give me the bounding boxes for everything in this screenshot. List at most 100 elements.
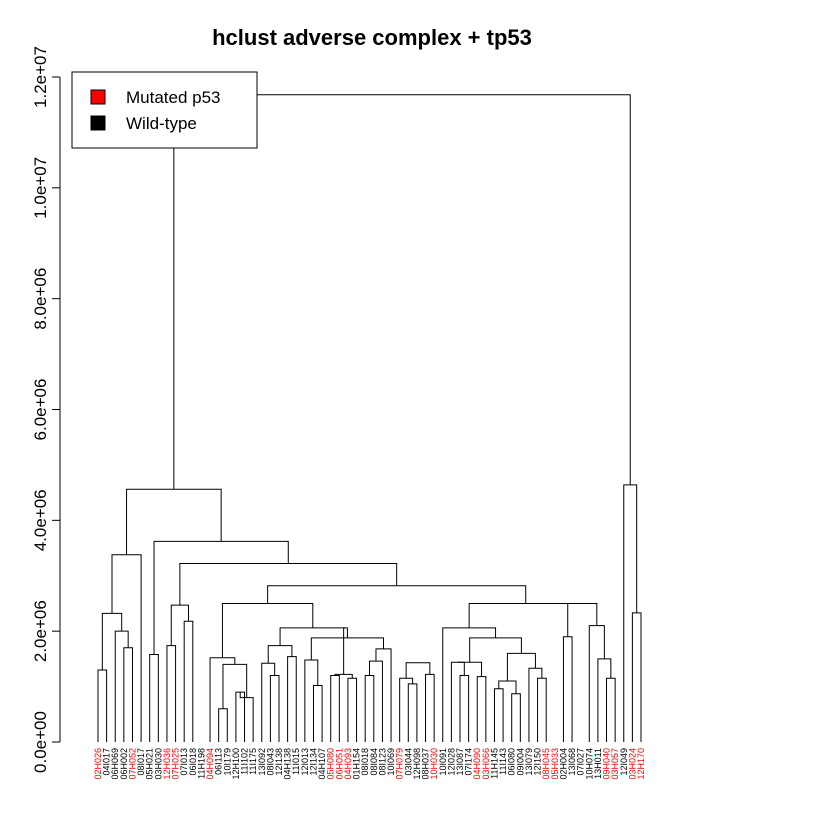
leaf-label: 04H138 (283, 748, 293, 780)
dendrogram-link (459, 675, 470, 742)
dendrogram-link (97, 669, 108, 742)
leaf-label: 03H030 (153, 748, 163, 780)
dendrogram-link (111, 554, 142, 742)
leaf-label: 07I174 (464, 748, 474, 776)
dendrogram-link (222, 663, 248, 709)
dendrogram-link (170, 604, 189, 646)
dendrogram-link (183, 620, 194, 742)
y-tick-label: 6.0e+06 (31, 379, 50, 441)
leaf-label: 13H011 (593, 748, 603, 779)
dendrogram-link (468, 602, 583, 628)
dendrogram-link (209, 657, 236, 742)
dendrogram-tree (97, 94, 642, 742)
leaf-label: 05H080 (326, 748, 336, 780)
chart-title: hclust adverse complex + tp53 (212, 25, 532, 50)
y-tick-label: 2.0e+06 (31, 600, 50, 662)
leaf-label: 04H094 (205, 748, 215, 780)
dendrogram-link (153, 540, 289, 655)
leaf-label: 06H002 (119, 748, 129, 780)
y-tick-label: 8.0e+06 (31, 268, 50, 330)
leaf-label: 10I179 (222, 748, 232, 776)
leaf-label: 11I102 (240, 748, 250, 775)
dendrogram-link (173, 94, 631, 490)
dendrogram-link (399, 677, 414, 742)
y-tick-label: 4.0e+06 (31, 489, 50, 551)
leaf-label: 13I068 (567, 748, 577, 776)
leaf-label: 10H074 (584, 748, 594, 780)
leaf-label: 13I079 (524, 748, 534, 776)
leaf-label: 06H069 (110, 748, 120, 780)
leaf-label: 08H037 (421, 748, 431, 780)
dendrogram-link (457, 661, 483, 677)
leaf-label: 11I175 (248, 748, 258, 775)
leaf-label: 12H098 (412, 748, 422, 780)
leaf-label: 13I092 (257, 748, 267, 776)
legend: Mutated p53 Wild-type (71, 71, 258, 149)
dendrogram-link (537, 677, 547, 742)
dendrogram-link (347, 677, 358, 742)
dendrogram-link (123, 647, 133, 742)
dendrogram-link (567, 602, 598, 637)
leaf-label: 04H093 (343, 748, 353, 780)
dendrogram-link (304, 659, 319, 742)
dendrogram-link (375, 648, 392, 742)
leaf-label: 08H045 (541, 748, 551, 780)
leaf-label: 12I013 (300, 748, 310, 776)
leaf-label: 04H107 (317, 748, 327, 780)
leaf-label: 08I017 (136, 748, 146, 776)
leaf-label: 06I080 (507, 748, 517, 776)
dendrogram-link (469, 637, 522, 663)
dendrogram-link (179, 563, 398, 606)
leaf-label: 04I017 (102, 748, 112, 776)
leaf-label: 11I143 (498, 748, 508, 775)
dendrogram-link (114, 630, 129, 742)
dendrogram-link (267, 645, 293, 664)
leaf-label: 11H145 (489, 748, 499, 779)
leaf-label: 08I084 (369, 748, 379, 776)
dendrogram-link (267, 585, 527, 604)
dendrogram-link (631, 612, 642, 742)
leaf-labels: 02H02604I01706H06906H00207H05208I01705H0… (93, 748, 646, 780)
leaf-label: 09H040 (602, 748, 612, 780)
leaf-label: 12I049 (619, 748, 629, 776)
leaf-label: 07I027 (576, 748, 586, 776)
leaf-label: 03H066 (481, 748, 491, 780)
dendrogram-link (562, 636, 573, 742)
leaf-label: 09I004 (515, 748, 525, 776)
dendrogram-link (511, 693, 521, 742)
dendrogram-link (221, 602, 314, 658)
dendrogram-link (149, 653, 159, 742)
leaf-label: 12I134 (308, 748, 318, 776)
dendrogram-link (218, 708, 228, 742)
leaf-label: 03H024 (627, 748, 637, 780)
leaf-label: 07H025 (171, 748, 181, 780)
leaf-label: 03I044 (403, 748, 413, 776)
leaf-label: 12I028 (446, 748, 456, 776)
dendrogram-link (310, 637, 385, 660)
leaf-label: 02H026 (93, 748, 103, 780)
y-tick-label: 0.0e+00 (31, 711, 50, 773)
leaf-label: 11I015 (291, 748, 301, 775)
leaf-label: 03H057 (610, 748, 620, 780)
dendrogram-link (493, 688, 504, 742)
leaf-label: 07H052 (127, 748, 137, 780)
leaf-label: 04H090 (472, 748, 482, 780)
leaf-label: 11H198 (196, 748, 206, 779)
leaf-label: 12H100 (231, 748, 241, 780)
dendrogram-link (506, 652, 536, 682)
leaf-label: 07H079 (395, 748, 405, 780)
dendrogram-link (528, 667, 543, 742)
legend-label: Mutated p53 (126, 88, 221, 107)
leaf-label: 05H021 (145, 748, 155, 780)
leaf-label: 12H170 (636, 748, 646, 780)
dendrogram-link (334, 673, 353, 679)
leaf-label: 08I018 (360, 748, 370, 776)
dendrogram-link (343, 627, 348, 675)
dendrogram-link (450, 661, 465, 742)
legend-swatch (90, 115, 106, 131)
dendrogram-link (364, 675, 375, 742)
leaf-label: 13I087 (455, 748, 465, 776)
dendrogram-link (279, 627, 346, 646)
dendrogram-link (369, 660, 383, 742)
leaf-label: 12I150 (533, 748, 543, 776)
